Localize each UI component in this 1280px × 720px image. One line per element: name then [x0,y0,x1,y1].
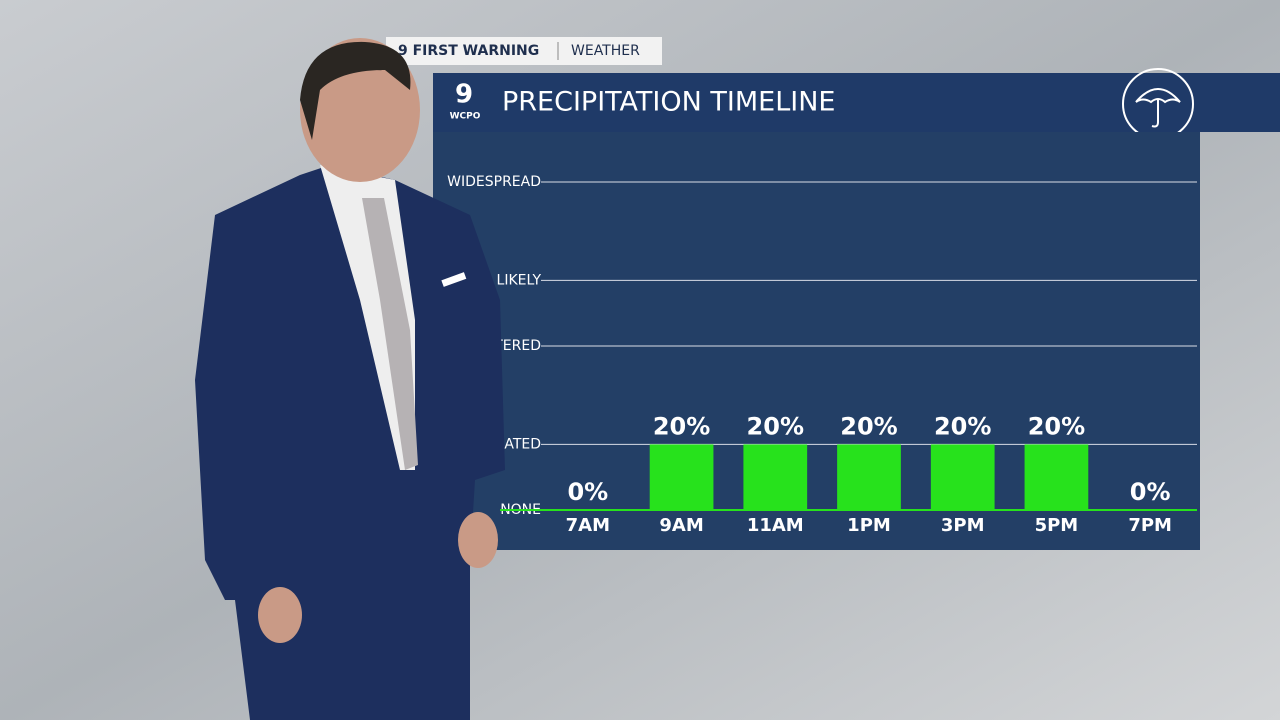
bar [837,444,901,510]
value-label: 20% [840,412,897,440]
header-bar [433,73,1280,132]
x-tick-label: 7PM [1128,515,1172,536]
x-tick-label: 7AM [566,515,610,536]
value-label: 20% [653,412,710,440]
y-tick-label: WIDESPREAD [447,174,541,190]
value-label: 20% [1028,412,1085,440]
value-label: 0% [567,478,608,506]
logo-number: 9 [455,80,473,110]
x-tick-label: 11AM [747,515,804,536]
banner-section: WEATHER [571,43,640,59]
y-tick-label: ATED [504,436,541,452]
value-label: 0% [1130,478,1171,506]
x-tick-label: 5PM [1035,515,1079,536]
x-tick-label: 9AM [659,515,703,536]
x-tick-label: 1PM [847,515,891,536]
y-tick-label: LIKELY [497,272,542,288]
bar [743,444,808,510]
banner [386,37,662,65]
bar [649,444,714,510]
banner-brand: 9 FIRST WARNING [398,43,539,59]
value-label: 20% [747,412,804,440]
y-tick-label: TERED [493,338,541,354]
bar [1024,444,1089,510]
value-label: 20% [934,412,991,440]
bar [930,444,995,510]
x-tick-label: 3PM [941,515,985,536]
chart-title: PRECIPITATION TIMELINE [502,87,836,118]
presenter [195,38,505,720]
logo-text: WCPO [450,112,481,122]
